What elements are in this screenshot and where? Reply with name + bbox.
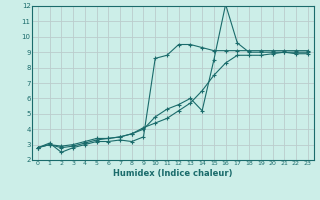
X-axis label: Humidex (Indice chaleur): Humidex (Indice chaleur) <box>113 169 233 178</box>
